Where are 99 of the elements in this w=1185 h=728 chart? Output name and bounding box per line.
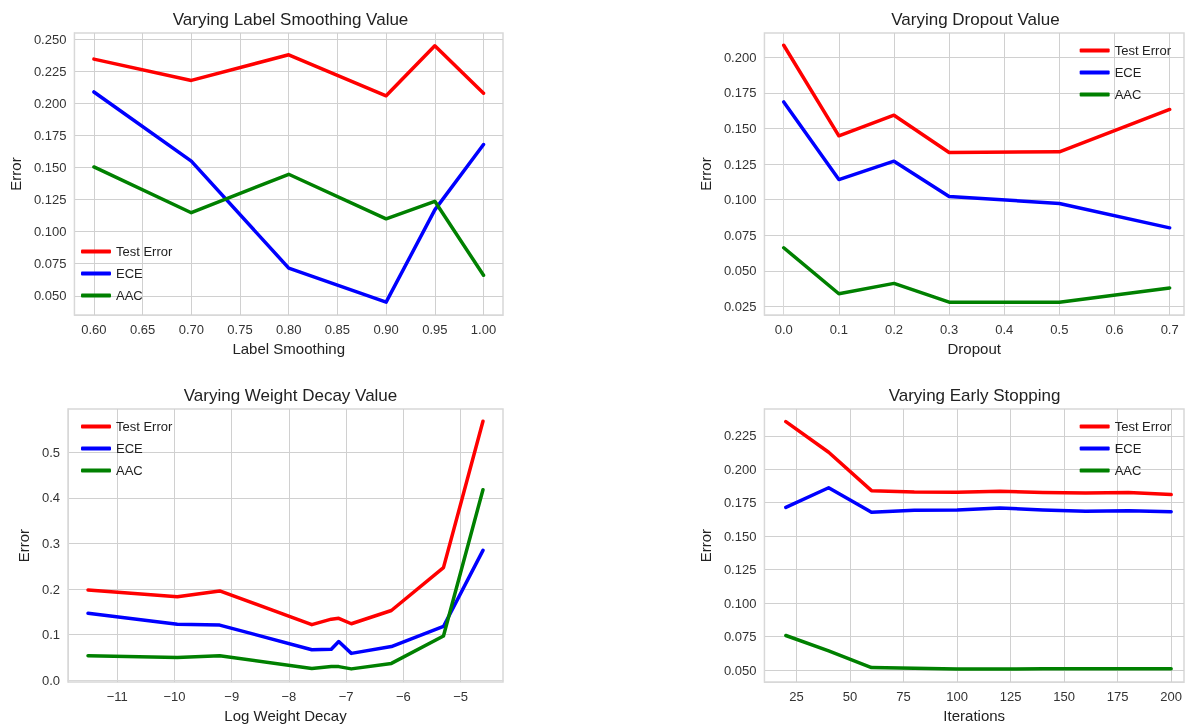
- x-tick-label: 0.65: [129, 322, 156, 337]
- y-axis-title: Error: [15, 528, 33, 563]
- y-tick-label: 0.125: [723, 562, 757, 578]
- x-tick-label: 175: [1106, 689, 1129, 705]
- y-tick-label: 0.2: [41, 581, 60, 597]
- x-axis-title: Log Weight Decay: [224, 707, 348, 724]
- y-tick-label: 0.100: [33, 224, 67, 240]
- line-series: [86, 419, 485, 627]
- line-series: [92, 44, 486, 98]
- y-tick-label: 0.150: [723, 120, 757, 136]
- y-tick-label: 0.100: [723, 595, 757, 611]
- x-tick-label: 0.2: [884, 322, 904, 337]
- x-tick-label: −10: [163, 689, 186, 705]
- legend-label: ECE: [1114, 441, 1142, 456]
- x-tick-label: −9: [224, 689, 240, 705]
- x-tick-label: 25: [789, 689, 804, 705]
- y-tick-label: 0.250: [33, 31, 67, 47]
- y-tick-label: 0.125: [33, 192, 67, 208]
- x-tick-label: −11: [106, 689, 128, 705]
- y-tick-label: 0.200: [723, 49, 757, 65]
- y-tick-label: 0.225: [723, 428, 757, 444]
- y-tick-label: 0.150: [33, 160, 67, 176]
- legend-label: AAC: [116, 288, 143, 303]
- y-tick-label: 0.125: [723, 156, 757, 172]
- x-tick-label: 125: [999, 689, 1022, 705]
- y-tick-label: 0.050: [723, 263, 757, 279]
- x-tick-label: 0.7: [1160, 322, 1179, 337]
- y-tick-label: 0.175: [33, 128, 67, 144]
- line-series: [92, 90, 486, 304]
- chart-title: Varying Early Stopping: [888, 386, 1061, 405]
- x-tick-label: 0.4: [995, 322, 1014, 337]
- x-tick-label: 0.70: [178, 322, 204, 337]
- x-axis-title: Iterations: [943, 707, 1006, 724]
- x-tick-label: 0.3: [940, 322, 959, 337]
- legend-label: ECE: [116, 266, 144, 281]
- x-tick-label: 75: [896, 689, 911, 705]
- y-tick-label: 0.075: [33, 256, 67, 272]
- x-tick-label: 50: [842, 689, 858, 705]
- y-tick-label: 0.175: [723, 85, 757, 101]
- y-tick-label: 0.5: [41, 444, 60, 460]
- x-tick-label: 0.75: [227, 322, 253, 337]
- line-series: [784, 485, 1173, 514]
- line-series: [86, 548, 485, 656]
- legend-label: ECE: [1114, 65, 1142, 80]
- line-series: [784, 633, 1173, 671]
- y-tick-label: 0.050: [33, 288, 67, 304]
- y-tick-label: 0.200: [723, 461, 757, 477]
- x-tick-label: 0.6: [1105, 322, 1124, 337]
- legend-label: Test Error: [1114, 419, 1172, 434]
- legend-label: Test Error: [1114, 43, 1172, 58]
- y-tick-label: 0.0: [41, 672, 60, 688]
- x-tick-label: −6: [395, 689, 411, 705]
- line-series: [92, 165, 486, 278]
- x-tick-label: −8: [281, 689, 297, 705]
- legend-label: Test Error: [116, 244, 174, 259]
- line-series: [784, 419, 1173, 497]
- line-series: [781, 100, 1172, 230]
- y-tick-label: 0.1: [41, 627, 60, 643]
- line-series: [86, 487, 485, 671]
- y-tick-label: 0.200: [33, 96, 67, 111]
- y-tick-label: 0.150: [723, 528, 757, 544]
- x-tick-label: −7: [338, 689, 354, 705]
- x-tick-label: 0.80: [276, 322, 302, 337]
- x-tick-label: −5: [453, 689, 469, 705]
- x-tick-label: 0.85: [324, 322, 351, 337]
- x-tick-label: 0.95: [422, 322, 448, 337]
- legend-label: Test Error: [116, 419, 174, 434]
- x-tick-label: 0.1: [829, 322, 848, 337]
- x-tick-label: 1.00: [470, 322, 497, 337]
- chart-title: Varying Label Smoothing Value: [172, 10, 409, 29]
- x-tick-label: 100: [946, 689, 968, 705]
- y-tick-label: 0.4: [41, 490, 60, 506]
- x-tick-label: 0.5: [1050, 322, 1069, 337]
- y-tick-label: 0.225: [33, 63, 67, 79]
- chart-title: Varying Weight Decay Value: [183, 386, 398, 405]
- x-tick-label: 0.90: [373, 322, 399, 337]
- legend-label: AAC: [1114, 463, 1142, 478]
- x-tick-label: 0.60: [81, 322, 107, 337]
- y-tick-label: 0.075: [723, 227, 757, 243]
- y-tick-label: 0.3: [41, 536, 60, 551]
- x-tick-label: 200: [1160, 689, 1183, 705]
- y-axis-title: Error: [7, 157, 24, 191]
- y-axis-title: Error: [697, 528, 714, 563]
- y-tick-label: 0.050: [723, 662, 757, 678]
- chart-title: Varying Dropout Value: [891, 10, 1060, 29]
- y-axis-title: Error: [697, 157, 714, 191]
- line-series: [781, 43, 1172, 155]
- y-tick-label: 0.075: [723, 629, 757, 645]
- x-axis-title: Label Smoothing: [232, 339, 346, 357]
- x-axis-title: Dropout: [947, 339, 1002, 357]
- x-tick-label: 150: [1053, 689, 1075, 705]
- y-tick-label: 0.025: [723, 298, 757, 314]
- line-series: [781, 246, 1172, 304]
- legend-label: AAC: [116, 463, 143, 478]
- legend-label: ECE: [116, 441, 144, 456]
- x-tick-label: 0.0: [774, 322, 793, 337]
- y-tick-label: 0.175: [723, 495, 757, 511]
- legend-label: AAC: [1114, 87, 1142, 102]
- y-tick-label: 0.100: [723, 192, 757, 208]
